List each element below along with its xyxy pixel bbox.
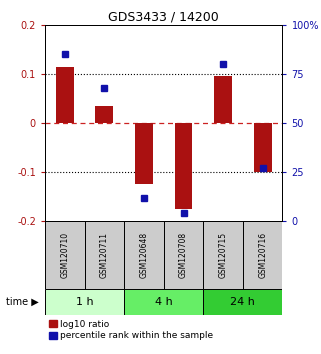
- Bar: [56, 67, 74, 123]
- Bar: [203, 221, 243, 289]
- Bar: [45, 289, 124, 315]
- Bar: [175, 123, 192, 209]
- Text: GSM120715: GSM120715: [219, 232, 228, 278]
- Bar: [124, 289, 203, 315]
- Text: GSM120708: GSM120708: [179, 232, 188, 278]
- Bar: [45, 221, 84, 289]
- Bar: [214, 76, 232, 123]
- Bar: [135, 123, 153, 184]
- Text: GSM120710: GSM120710: [60, 232, 69, 278]
- Title: GDS3433 / 14200: GDS3433 / 14200: [108, 11, 219, 24]
- Text: time ▶: time ▶: [6, 297, 39, 307]
- Legend: log10 ratio, percentile rank within the sample: log10 ratio, percentile rank within the …: [49, 320, 213, 340]
- Bar: [84, 221, 124, 289]
- Text: 1 h: 1 h: [76, 297, 93, 307]
- Bar: [203, 289, 282, 315]
- Bar: [164, 221, 203, 289]
- Bar: [254, 123, 272, 172]
- Text: GSM120711: GSM120711: [100, 232, 109, 278]
- Text: GSM120716: GSM120716: [258, 232, 267, 278]
- Bar: [95, 106, 113, 123]
- Bar: [243, 221, 282, 289]
- Text: 4 h: 4 h: [155, 297, 173, 307]
- Text: 24 h: 24 h: [230, 297, 255, 307]
- Text: GSM120648: GSM120648: [139, 232, 148, 278]
- Bar: [124, 221, 164, 289]
